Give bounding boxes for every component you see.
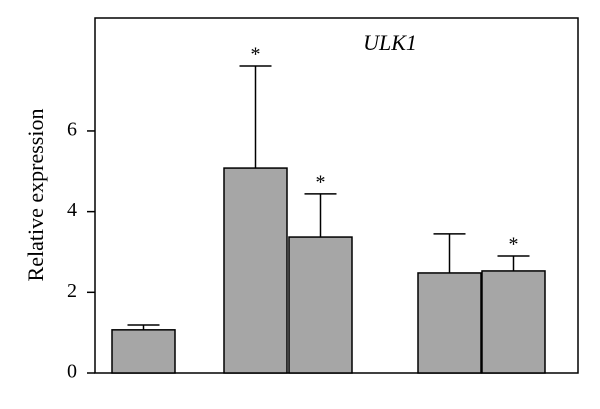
significance-mark: * [316,171,326,193]
bar [417,272,482,374]
bar [111,329,176,374]
significance-mark: * [251,44,261,66]
y-tick-label: 4 [67,199,77,221]
bar [223,167,288,374]
y-tick-label: 2 [67,280,77,302]
bar [481,270,546,374]
significance-mark: * [509,234,519,256]
y-axis-label: Relative expression [23,109,48,282]
y-tick-label: 0 [67,361,77,383]
chart-title: ULK1 [363,30,417,55]
y-tick-label: 6 [67,119,77,141]
bar [288,236,353,374]
